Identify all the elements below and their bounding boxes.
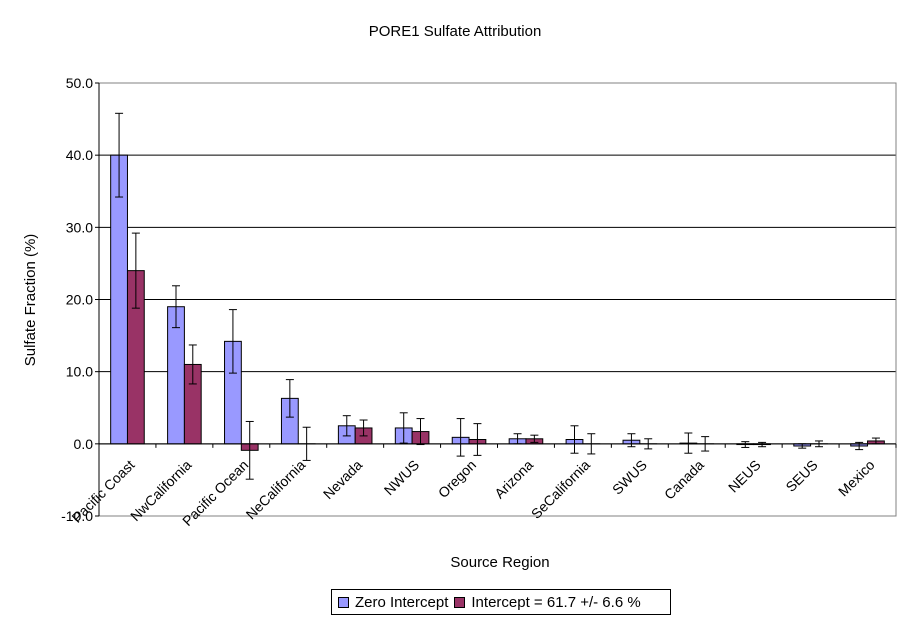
y-tick-label: 10.0 (66, 364, 93, 380)
category-label: NWUS (381, 457, 423, 499)
bar-zero-intercept (110, 154, 128, 445)
chart-title: PORE1 Sulfate Attribution (369, 23, 542, 40)
gridlines (99, 82, 896, 445)
legend-swatch-zero-intercept (338, 596, 349, 608)
category-label: Canada (661, 456, 707, 502)
category-label: SWUS (609, 457, 650, 498)
x-axis-ticks (98, 443, 897, 448)
category-label: Pacific Coast (68, 457, 137, 526)
y-axis-tick-labels: -10.0 0.0 10.0 20.0 30.0 40.0 50.0 (61, 75, 93, 524)
legend-item-zero-intercept: Zero Intercept (338, 594, 448, 611)
y-axis-title: Sulfate Fraction (%) (22, 234, 39, 367)
legend-label: Zero Intercept (355, 593, 449, 611)
legend: Zero Intercept Intercept = 61.7 +/- 6.6 … (331, 589, 671, 615)
category-label: SEUS (782, 457, 820, 495)
category-label: Oregon (435, 457, 479, 501)
category-label: NEUS (725, 457, 764, 496)
y-tick-label: 40.0 (66, 147, 93, 163)
category-label: Nevada (320, 456, 366, 502)
legend-label: Intercept = 61.7 +/- 6.6 % (471, 593, 641, 611)
category-label: Mexico (835, 457, 878, 500)
y-tick-label: 20.0 (66, 292, 93, 308)
y-axis-ticks (95, 82, 99, 517)
category-label: SeCalifornia (528, 456, 593, 521)
y-tick-label: -10.0 (61, 508, 93, 524)
legend-swatch-intercept (454, 596, 466, 608)
x-axis-title: Source Region (450, 554, 549, 571)
category-label: NeCalifornia (243, 456, 309, 522)
y-tick-label: 50.0 (66, 75, 93, 91)
category-label: Arizona (491, 456, 536, 501)
y-tick-label: 30.0 (66, 219, 93, 235)
bars (110, 154, 885, 451)
y-tick-label: 0.0 (74, 436, 94, 452)
legend-item-intercept: Intercept = 61.7 +/- 6.6 % (454, 593, 641, 611)
